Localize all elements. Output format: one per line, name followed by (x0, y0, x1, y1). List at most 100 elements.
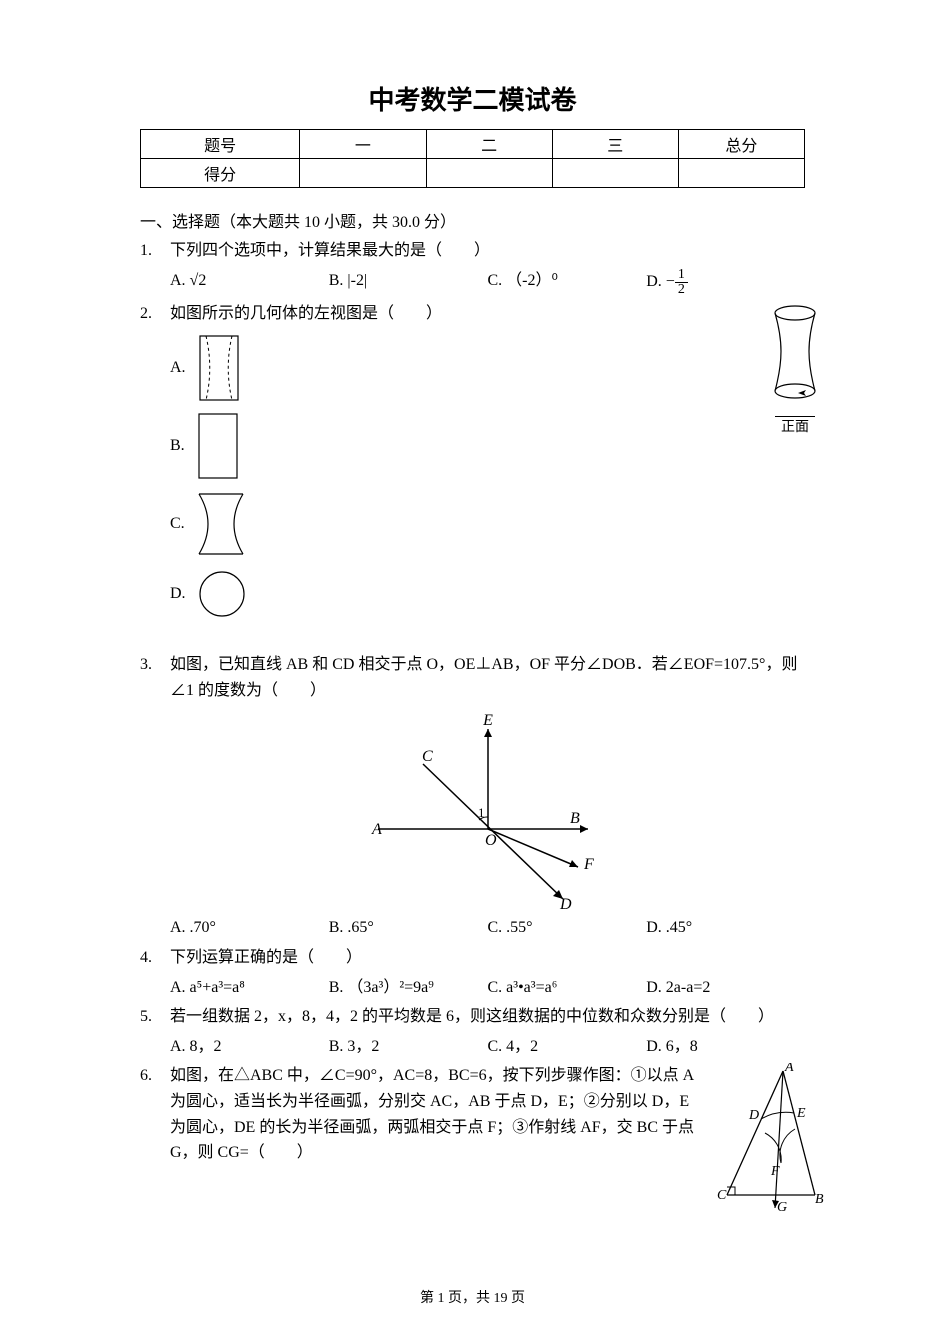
section-1-heading: 一、选择题（本大题共 10 小题，共 30.0 分） (140, 208, 805, 232)
header-cell: 二 (426, 130, 552, 159)
question-5: 5. 若一组数据 2，x，8，4，2 的平均数是 6，则这组数据的中位数和众数分… (140, 1004, 805, 1059)
question-stem: 下列运算正确的是（ ） (170, 945, 805, 971)
question-2: 2. 如图所示的几何体的左视图是（ ） 正面 A. (140, 301, 805, 629)
option-a-text: A. a⁵+a³=a⁸ (170, 979, 245, 996)
option-d: D. 6，8 (646, 1034, 805, 1060)
options: A. a⁵+a³=a⁸ B. （3a³）²=9a⁹ C. a³•a³=a⁶ D.… (170, 975, 805, 1001)
page-title: 中考数学二模试卷 (140, 80, 805, 117)
label-a: A (784, 1063, 794, 1075)
option-b: B. .65° (329, 915, 488, 941)
label-c: C (422, 748, 433, 765)
question-1: 1. 下列四个选项中，计算结果最大的是（ ） A. √2 B. |-2| C. … (140, 238, 805, 297)
question-4: 4. 下列运算正确的是（ ） A. a⁵+a³=a⁸ B. （3a³）²=9a⁹… (140, 945, 805, 1000)
label-b: B (815, 1192, 824, 1207)
fraction-num: 1 (675, 268, 688, 283)
option-label: B. (170, 433, 185, 459)
option-c: C. (170, 488, 805, 560)
option-a: A. (170, 332, 805, 404)
option-c: C. 4，2 (488, 1034, 647, 1060)
score-cell (426, 159, 552, 188)
q2-solid-figure: 正面 (765, 301, 825, 439)
option-a: A. 8，2 (170, 1034, 329, 1060)
label-f: F (770, 1164, 780, 1179)
score-cell (552, 159, 678, 188)
fraction-den: 2 (675, 283, 688, 297)
geometry-figure-icon: E C A B O F D 1 (338, 709, 638, 909)
label-d: D (559, 896, 572, 909)
question-number: 4. (140, 945, 170, 971)
question-number: 3. (140, 652, 170, 678)
spacer (140, 632, 805, 652)
label-g: G (777, 1200, 787, 1213)
score-table: 题号 一 二 三 总分 得分 (140, 129, 805, 188)
label-a: A (371, 821, 382, 838)
question-number: 1. (140, 238, 170, 264)
question-stem: 若一组数据 2，x，8，4，2 的平均数是 6，则这组数据的中位数和众数分别是（… (170, 1004, 805, 1030)
options: A. .70° B. .65° C. .55° D. .45° (170, 915, 805, 941)
option-d: D. 2a-a=2 (646, 975, 805, 1001)
option-b: B. （3a³）²=9a⁹ (329, 975, 488, 1001)
score-cell (300, 159, 426, 188)
header-cell: 题号 (141, 130, 300, 159)
figure-caption: 正面 (775, 416, 815, 439)
option-b-figure-icon (193, 410, 243, 482)
question-body: 如图，已知直线 AB 和 CD 相交于点 O，OE⊥AB，OF 平分∠DOB．若… (170, 652, 805, 941)
option-label: D. (170, 581, 186, 607)
option-d-text: D. 2a-a=2 (646, 979, 710, 996)
score-table-score-row: 得分 (141, 159, 805, 188)
options: A. 8，2 B. 3，2 C. 4，2 D. 6，8 (170, 1034, 805, 1060)
option-d-figure-icon (194, 566, 250, 622)
option-c: C. （-2）⁰ (488, 268, 647, 297)
header-cell: 一 (300, 130, 426, 159)
triangle-construction-icon: A D E F C B G (715, 1063, 825, 1213)
options: A. B. C. (170, 332, 805, 622)
option-c: C. a³•a³=a⁶ (488, 975, 647, 1001)
hourglass-solid-icon (765, 301, 825, 416)
label-angle-1: 1 (478, 805, 485, 820)
option-c-text: C. a³•a³=a⁶ (488, 979, 558, 996)
page-footer: 第 1 页，共 19 页 (0, 1287, 945, 1307)
label-f: F (583, 856, 594, 873)
option-a: A. a⁵+a³=a⁸ (170, 975, 329, 1001)
q6-figure: A D E F C B G (715, 1063, 825, 1213)
option-b: B. 3，2 (329, 1034, 488, 1060)
label-o: O (485, 832, 497, 849)
question-body: 若一组数据 2，x，8，4，2 的平均数是 6，则这组数据的中位数和众数分别是（… (170, 1004, 805, 1059)
question-number: 6. (140, 1063, 170, 1089)
header-cell: 三 (552, 130, 678, 159)
option-d-prefix: D. − (646, 273, 675, 290)
option-b-text: B. （3a³）²=9a⁹ (329, 979, 434, 996)
option-b: B. |-2| (329, 268, 488, 297)
question-3: 3. 如图，已知直线 AB 和 CD 相交于点 O，OE⊥AB，OF 平分∠DO… (140, 652, 805, 941)
question-body: 如图，在△ABC 中，∠C=90°，AC=8，BC=6，按下列步骤作图：①以点 … (170, 1063, 805, 1169)
score-table-header-row: 题号 一 二 三 总分 (141, 130, 805, 159)
option-d: D. .45° (646, 915, 805, 941)
question-stem: 如图，在△ABC 中，∠C=90°，AC=8，BC=6，按下列步骤作图：①以点 … (170, 1063, 805, 1165)
question-stem: 如图所示的几何体的左视图是（ ） (170, 301, 805, 327)
option-c-figure-icon (193, 488, 249, 560)
question-body: 下列四个选项中，计算结果最大的是（ ） A. √2 B. |-2| C. （-2… (170, 238, 805, 297)
option-d: D. (170, 566, 805, 622)
label-d: D (748, 1108, 759, 1123)
label-c: C (717, 1188, 727, 1203)
option-label: A. (170, 355, 186, 381)
question-body: 下列运算正确的是（ ） A. a⁵+a³=a⁸ B. （3a³）²=9a⁹ C.… (170, 945, 805, 1000)
label-b: B (570, 810, 580, 827)
q3-figure: E C A B O F D 1 (170, 709, 805, 909)
question-body: 如图所示的几何体的左视图是（ ） 正面 A. (170, 301, 805, 629)
option-a: A. √2 (170, 268, 329, 297)
option-a-figure-icon (194, 332, 244, 404)
option-d: D. −12 (646, 268, 805, 297)
option-a: A. .70° (170, 915, 329, 941)
question-6: 6. 如图，在△ABC 中，∠C=90°，AC=8，BC=6，按下列步骤作图：①… (140, 1063, 805, 1169)
options: A. √2 B. |-2| C. （-2）⁰ D. −12 (170, 268, 805, 297)
question-number: 5. (140, 1004, 170, 1030)
question-number: 2. (140, 301, 170, 327)
label-e: E (482, 712, 493, 729)
question-stem: 下列四个选项中，计算结果最大的是（ ） (170, 238, 805, 264)
header-cell: 总分 (678, 130, 804, 159)
option-b: B. (170, 410, 805, 482)
score-cell (678, 159, 804, 188)
fraction: 12 (675, 268, 688, 297)
score-label-cell: 得分 (141, 159, 300, 188)
